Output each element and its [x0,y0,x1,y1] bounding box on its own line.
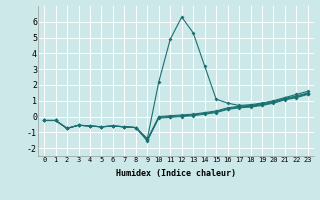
X-axis label: Humidex (Indice chaleur): Humidex (Indice chaleur) [116,169,236,178]
